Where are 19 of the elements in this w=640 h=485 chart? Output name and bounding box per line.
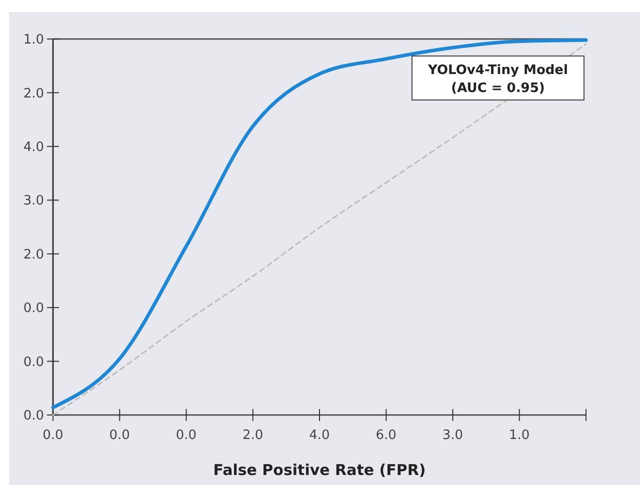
annotation: (AUC = 0.95): [451, 81, 545, 96]
x-tick-label: 2.0: [242, 428, 264, 443]
x-tick-label: 1.0: [509, 428, 530, 443]
text: 3.0: [23, 194, 44, 209]
text: 2.0: [23, 86, 44, 102]
x-tick-label: 3.0: [442, 428, 464, 443]
text: 0.0: [23, 408, 44, 424]
annotation: YOLOv4-Tiny Model: [427, 63, 568, 78]
x-axis-title: False Positive Rate (FPR): [213, 461, 426, 479]
text: 0.0: [23, 354, 44, 370]
x-tick-label: 0.0: [109, 428, 130, 443]
x-tick-label: 0.0: [176, 428, 197, 443]
text: 2.0: [23, 247, 44, 262]
x-tick-label: 0.0: [42, 428, 64, 443]
text: 4.0: [23, 140, 44, 155]
text: 1.0: [23, 32, 44, 48]
x-tick-label: 4.0: [309, 428, 330, 443]
x-tick-label: 6.0: [376, 428, 396, 443]
text: 0.0: [23, 301, 44, 316]
